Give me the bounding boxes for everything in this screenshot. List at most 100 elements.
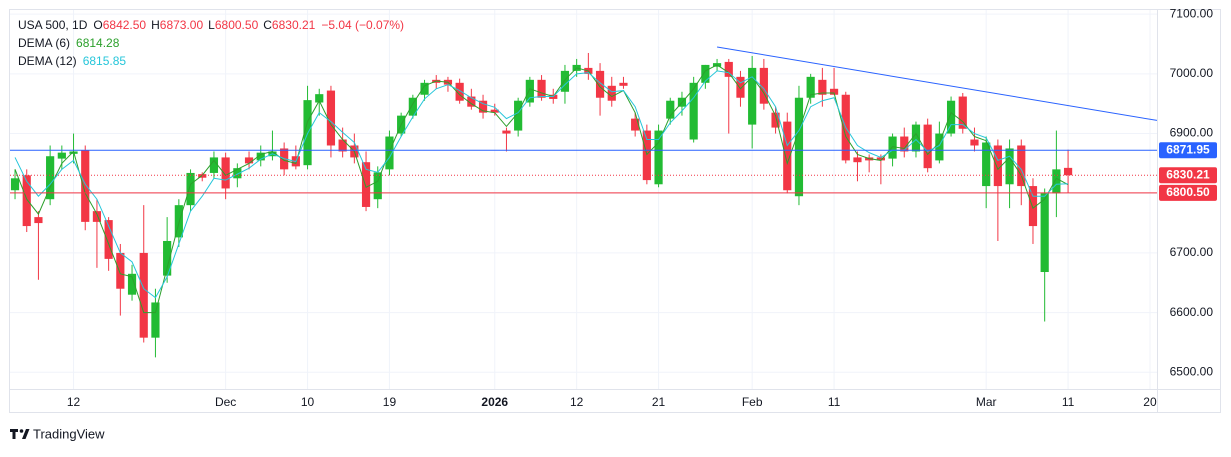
x-tick-label: 21	[652, 395, 666, 409]
candle-body	[946, 100, 956, 134]
legend-entry: DEMA (6) 6814.28	[18, 34, 404, 52]
legend-name: DEMA (12)	[18, 54, 77, 68]
candle-body	[900, 136, 909, 152]
candle-body	[759, 67, 768, 104]
candle-body	[455, 82, 464, 101]
candle-body	[537, 79, 546, 98]
axes: 6500.006600.006700.006800.006900.007000.…	[67, 6, 1217, 409]
candle-body	[186, 172, 195, 206]
candle-body	[244, 157, 254, 164]
candle-body	[104, 220, 113, 259]
candle-body	[876, 157, 885, 161]
ohlc-header: USA 500, 1D O6842.50 H6873.00 L6800.50 C6830…	[18, 16, 404, 34]
candle-body	[560, 70, 570, 92]
candle-body	[982, 142, 991, 187]
candle-body	[408, 97, 417, 116]
ohlc-value: 6842.50	[102, 18, 147, 32]
price-label: 6800.50	[1166, 185, 1210, 199]
y-tick-label: 6500.00	[1170, 364, 1214, 378]
candle-body	[163, 240, 172, 276]
candle-body	[151, 302, 160, 338]
candle-body	[1040, 193, 1049, 273]
x-tick-label: 2026	[481, 395, 508, 409]
candle-body	[818, 79, 827, 95]
y-tick-label: 6900.00	[1170, 126, 1214, 140]
candle-body	[221, 157, 230, 189]
logo-mark	[10, 429, 18, 439]
candle-body	[1063, 167, 1073, 176]
legend-value: 6815.85	[82, 54, 127, 68]
plot	[10, 46, 1158, 358]
legend-entry: DEMA (12) 6815.85	[18, 52, 404, 70]
ohlc-value: 6830.21	[271, 18, 316, 32]
candle-body	[127, 273, 137, 295]
candle-body	[923, 124, 932, 169]
candle-body	[467, 96, 476, 107]
watermark: TradingView	[33, 426, 105, 441]
y-tick-label: 6700.00	[1170, 245, 1214, 259]
candle-body	[935, 133, 944, 161]
candle-body	[315, 94, 324, 103]
candle-body	[81, 150, 90, 222]
indicator-legend: DEMA (6) 6814.28 DEMA (12) 6815.85	[18, 34, 404, 70]
candle-body	[1052, 169, 1061, 194]
candle-body	[911, 124, 921, 152]
candle-body	[666, 100, 675, 119]
candle-body	[853, 157, 862, 163]
candle-body	[829, 88, 839, 95]
price-label-box	[1159, 167, 1217, 184]
candle-body	[478, 100, 488, 113]
x-tick-label: Mar	[976, 395, 997, 409]
x-tick-label: Dec	[215, 395, 236, 409]
candle-body	[993, 145, 1002, 187]
candle-body	[958, 96, 967, 129]
candle-body	[654, 130, 663, 185]
candle-body	[420, 82, 429, 95]
candle-body	[502, 130, 511, 134]
legend-name: DEMA (6)	[18, 36, 71, 50]
x-tick-label: 10	[301, 395, 315, 409]
candle-body	[361, 162, 371, 207]
candle-body	[1028, 186, 1038, 227]
x-tick-label: 12	[67, 395, 81, 409]
x-tick-label: 19	[383, 395, 397, 409]
candle-body	[619, 82, 628, 86]
candle-body	[736, 76, 745, 98]
ohlc-key: H	[151, 18, 160, 32]
chart-frame	[9, 9, 1221, 413]
price-label: 6830.21	[1166, 167, 1210, 181]
ohlc-key: C	[263, 18, 272, 32]
candle-body	[631, 118, 640, 131]
x-tick-label: 12	[570, 395, 584, 409]
candle-body	[22, 175, 31, 227]
y-tick-label: 6600.00	[1170, 305, 1214, 319]
candle-body	[326, 90, 336, 146]
candle-body	[724, 61, 733, 77]
candle-body	[1017, 145, 1026, 187]
candle-body	[338, 139, 347, 152]
symbol-title: USA 500, 1D	[18, 18, 88, 32]
candle-body	[209, 157, 219, 173]
ohlc-key: O	[93, 18, 103, 32]
candle-body	[174, 205, 183, 238]
logo: TradingView	[10, 426, 105, 441]
candle-body	[970, 139, 979, 146]
candle-body	[139, 252, 148, 338]
candle-body	[806, 76, 815, 98]
candle-body	[233, 168, 242, 179]
x-tick-label: Feb	[742, 395, 763, 409]
ohlc-value: 6873.00	[159, 18, 204, 32]
x-tick-label: 20	[1143, 395, 1157, 409]
candle-body	[595, 70, 605, 98]
candle-body	[783, 121, 792, 191]
candle-body	[46, 156, 55, 200]
indicator-line	[14, 64, 1069, 314]
candle-body	[92, 211, 102, 222]
logo-mark	[19, 429, 24, 433]
candle-body	[748, 67, 757, 125]
price-label-box	[1159, 142, 1217, 159]
candle-body	[607, 85, 616, 101]
indicator-line	[14, 70, 1069, 299]
